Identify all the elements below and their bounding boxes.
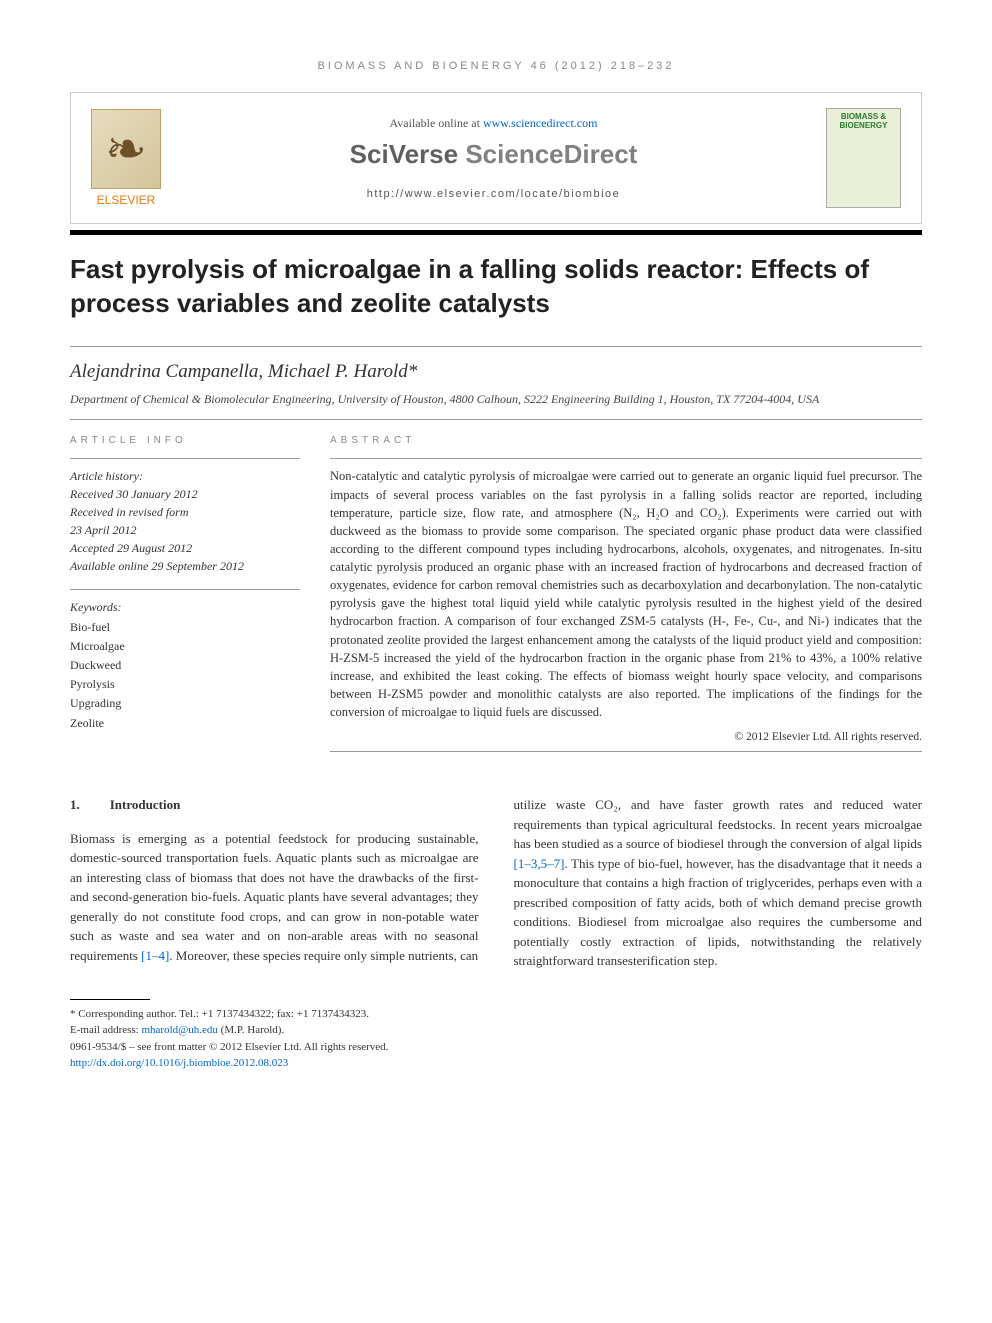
history-revised-line1: Received in revised form bbox=[70, 503, 300, 521]
keyword: Zeolite bbox=[70, 714, 300, 733]
body-paragraph: Biomass is emerging as a potential feeds… bbox=[70, 829, 479, 966]
rule bbox=[330, 751, 922, 752]
history-heading: Article history: bbox=[70, 467, 300, 485]
rule bbox=[330, 458, 922, 459]
sciencedirect-link[interactable]: www.sciencedirect.com bbox=[483, 116, 598, 130]
abstract-text: Non-catalytic and catalytic pyrolysis of… bbox=[330, 467, 922, 721]
elsevier-logo-block: ❧ ELSEVIER bbox=[91, 109, 161, 207]
body-column-left: 1. Introduction Biomass is emerging as a … bbox=[70, 795, 479, 971]
article-title: Fast pyrolysis of microalgae in a fallin… bbox=[70, 253, 922, 321]
citation-link[interactable]: [1–3,5–7] bbox=[514, 856, 565, 871]
footnote-rule bbox=[70, 999, 150, 1000]
keyword: Bio-fuel bbox=[70, 618, 300, 637]
doi-link[interactable]: http://dx.doi.org/10.1016/j.biombioe.201… bbox=[70, 1057, 288, 1069]
abstract-label: ABSTRACT bbox=[330, 435, 922, 446]
available-online-text: Available online at www.sciencedirect.co… bbox=[181, 116, 806, 131]
article-history: Article history: Received 30 January 201… bbox=[70, 467, 300, 575]
history-received: Received 30 January 2012 bbox=[70, 485, 300, 503]
rule bbox=[70, 458, 300, 459]
brand-sciverse: SciVerse bbox=[350, 139, 466, 169]
section-title: Introduction bbox=[110, 797, 181, 812]
issn-line: 0961-9534/$ – see front matter © 2012 El… bbox=[70, 1039, 922, 1056]
email-line: E-mail address: mharold@uh.edu (M.P. Har… bbox=[70, 1022, 922, 1039]
abstract-copyright: © 2012 Elsevier Ltd. All rights reserved… bbox=[330, 731, 922, 743]
section-number: 1. bbox=[70, 797, 80, 812]
rule bbox=[70, 419, 922, 420]
corresponding-author: * Corresponding author. Tel.: +1 7137434… bbox=[70, 1006, 922, 1023]
rule bbox=[70, 589, 300, 590]
journal-cover-thumbnail: BIOMASS & BIOENERGY bbox=[826, 108, 901, 208]
keywords-block: Keywords: Bio-fuel Microalgae Duckweed P… bbox=[70, 598, 300, 732]
author-list: Alejandrina Campanella, Michael P. Harol… bbox=[70, 361, 922, 383]
history-online: Available online 29 September 2012 bbox=[70, 557, 300, 575]
brand-sciencedirect: ScienceDirect bbox=[465, 139, 637, 169]
body-column-right: utilize waste CO₂, and have faster growt… bbox=[514, 795, 923, 971]
history-revised-line2: 23 April 2012 bbox=[70, 521, 300, 539]
keywords-heading: Keywords: bbox=[70, 598, 300, 617]
keyword: Duckweed bbox=[70, 656, 300, 675]
affiliation: Department of Chemical & Biomolecular En… bbox=[70, 391, 922, 408]
journal-locate-url[interactable]: http://www.elsevier.com/locate/biombioe bbox=[181, 188, 806, 200]
elsevier-tree-icon: ❧ bbox=[91, 109, 161, 189]
sciverse-brand: SciVerse ScienceDirect bbox=[181, 139, 806, 170]
email-link[interactable]: mharold@uh.edu bbox=[141, 1024, 217, 1036]
rule bbox=[70, 346, 922, 347]
available-prefix: Available online at bbox=[390, 116, 483, 130]
body-paragraph: utilize waste CO₂, and have faster growt… bbox=[514, 795, 923, 971]
citation-link[interactable]: [1–4] bbox=[141, 948, 169, 963]
keyword: Pyrolysis bbox=[70, 675, 300, 694]
footnotes: * Corresponding author. Tel.: +1 7137434… bbox=[70, 1006, 922, 1072]
cover-title: BIOMASS & BIOENERGY bbox=[830, 112, 897, 130]
article-info-label: ARTICLE INFO bbox=[70, 435, 300, 446]
keyword: Microalgae bbox=[70, 637, 300, 656]
publisher-box: ❧ ELSEVIER Available online at www.scien… bbox=[70, 92, 922, 224]
elsevier-label: ELSEVIER bbox=[91, 193, 161, 207]
running-header: BIOMASS AND BIOENERGY 46 (2012) 218–232 bbox=[70, 60, 922, 72]
history-accepted: Accepted 29 August 2012 bbox=[70, 539, 300, 557]
keyword: Upgrading bbox=[70, 694, 300, 713]
title-top-rule bbox=[70, 230, 922, 235]
